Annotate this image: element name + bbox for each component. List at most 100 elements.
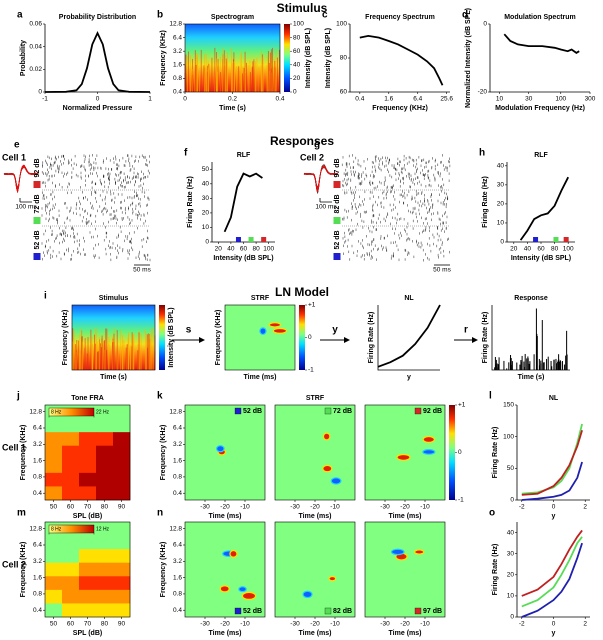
y-tick-label: 6.4 xyxy=(173,542,182,549)
y-tick-label: 20 xyxy=(497,201,505,208)
heatmap-cell xyxy=(113,432,131,447)
x-tick-label: -2 xyxy=(519,504,525,511)
y-axis-label: Frequency (KHz) xyxy=(62,310,69,366)
y-axis-label: Firing Rate (Hz) xyxy=(492,544,499,596)
heatmap-cell xyxy=(113,522,131,536)
heatmap-cell xyxy=(79,562,97,577)
x-tick-label: -1 xyxy=(42,96,48,103)
heatmap-cell xyxy=(113,589,131,604)
heatmap-cell xyxy=(45,445,63,460)
x-tick-label: 0.2 xyxy=(228,96,237,103)
level-tag: 52 dB xyxy=(243,608,262,615)
heatmap-cell xyxy=(62,486,80,501)
x-tick-label: -30 xyxy=(380,504,390,511)
colorbar-tick-label: 80 xyxy=(293,34,301,41)
strf-blob xyxy=(229,549,238,558)
y-tick-label: 150 xyxy=(503,402,514,409)
x-tick-label: 20 xyxy=(510,246,518,253)
axis xyxy=(516,522,590,618)
x-tick-label: 50 xyxy=(50,504,58,511)
y-tick-label: 60 xyxy=(340,89,348,96)
colorbar-tick-label: +1 xyxy=(458,402,466,409)
x-axis-label: Time (s) xyxy=(518,374,545,381)
strf-image xyxy=(225,305,295,370)
x-tick-label: 80 xyxy=(551,246,559,253)
y-tick-label: 0.8 xyxy=(173,591,182,598)
panel-letter: g xyxy=(314,140,320,151)
x-axis-label: Time (ms) xyxy=(299,630,332,637)
heatmap-cell xyxy=(79,432,97,447)
y-tick-label: 0 xyxy=(205,239,209,246)
data-line xyxy=(44,30,151,93)
colorbar-label: 22 Hz xyxy=(96,409,110,415)
heatmap-cell xyxy=(45,472,63,487)
cell-label: Cell 1 xyxy=(2,152,26,162)
y-tick-label: 3.2 xyxy=(33,558,42,565)
x-tick-label: 100 xyxy=(263,246,274,253)
x-tick-label: 40 xyxy=(524,246,532,253)
y-tick-label: 1.6 xyxy=(173,457,182,464)
x-axis-label: Frequency (KHz) xyxy=(372,105,428,112)
y-tick-label: 1.6 xyxy=(173,62,182,69)
level-swatch xyxy=(333,181,341,188)
strf-blob xyxy=(322,464,333,473)
axis xyxy=(377,305,440,371)
heatmap-cell xyxy=(45,562,63,577)
y-tick-label: 12.8 xyxy=(169,408,182,415)
colorbar-tick-label: 60 xyxy=(293,48,301,55)
heatmap-cell xyxy=(113,535,131,550)
y-tick-label: 10 xyxy=(497,220,505,227)
heatmap-cell xyxy=(45,576,63,591)
level-tag: 97 dB xyxy=(334,158,341,177)
heatmap-cell xyxy=(113,459,131,474)
y-tick-label: 0.02 xyxy=(29,66,42,73)
plot-frame xyxy=(71,304,156,371)
y-tick-label: 100 xyxy=(503,433,514,440)
x-axis-label: Normalized Pressure xyxy=(63,105,133,112)
heatmap-cell xyxy=(96,576,114,591)
x-tick-label: 80 xyxy=(101,621,109,628)
level-swatch xyxy=(33,253,41,260)
level-tag: 52 dB xyxy=(34,230,41,249)
y-tick-label: 0 xyxy=(38,89,42,96)
heatmap-cell xyxy=(79,445,97,460)
y-tick-label: 0 xyxy=(500,239,504,246)
x-tick-label: 0 xyxy=(96,96,100,103)
x-tick-label: 0.4 xyxy=(275,96,284,103)
heatmap-cell xyxy=(79,472,97,487)
level-marker xyxy=(248,237,254,242)
panel-letter: l xyxy=(489,391,492,402)
heatmap-cell xyxy=(113,576,131,591)
data-line xyxy=(503,33,580,54)
heatmap-cell xyxy=(45,535,63,550)
colorbar-title: Intensity (dB SPL) xyxy=(305,28,312,88)
x-tick-label: -10 xyxy=(420,621,430,628)
y-axis-label: Frequency (KHz) xyxy=(20,425,27,481)
y-tick-label: 0 xyxy=(483,21,487,28)
data-line xyxy=(521,542,583,618)
y-tick-label: 0.4 xyxy=(173,490,182,497)
data-line xyxy=(359,34,444,86)
heatmap-cell xyxy=(96,418,114,433)
heatmap-cell xyxy=(79,459,97,474)
strf-blob xyxy=(219,585,230,593)
x-tick-label: 60 xyxy=(240,246,248,253)
x-tick-label: 70 xyxy=(84,621,92,628)
x-tick-label: -30 xyxy=(200,504,210,511)
y-tick-label: 10 xyxy=(202,224,210,231)
colorbar-tick-label: -1 xyxy=(458,497,464,504)
axis xyxy=(491,305,570,371)
heatmap-cell xyxy=(79,576,97,591)
x-tick-label: -30 xyxy=(380,621,390,628)
heatmap-cell xyxy=(45,432,63,447)
panel-letter: m xyxy=(17,508,26,519)
arrow-label: y xyxy=(332,325,338,336)
panel-letter: d xyxy=(462,10,468,21)
x-tick-label: 60 xyxy=(67,504,75,511)
strf-blob xyxy=(328,575,337,582)
colorbar-tick-label: 0 xyxy=(293,89,297,96)
colorbar-label: 8 Hz xyxy=(51,409,62,415)
x-tick-label: 100 xyxy=(555,96,566,103)
panel-letter: e xyxy=(14,140,20,151)
arrow-head xyxy=(344,337,350,343)
